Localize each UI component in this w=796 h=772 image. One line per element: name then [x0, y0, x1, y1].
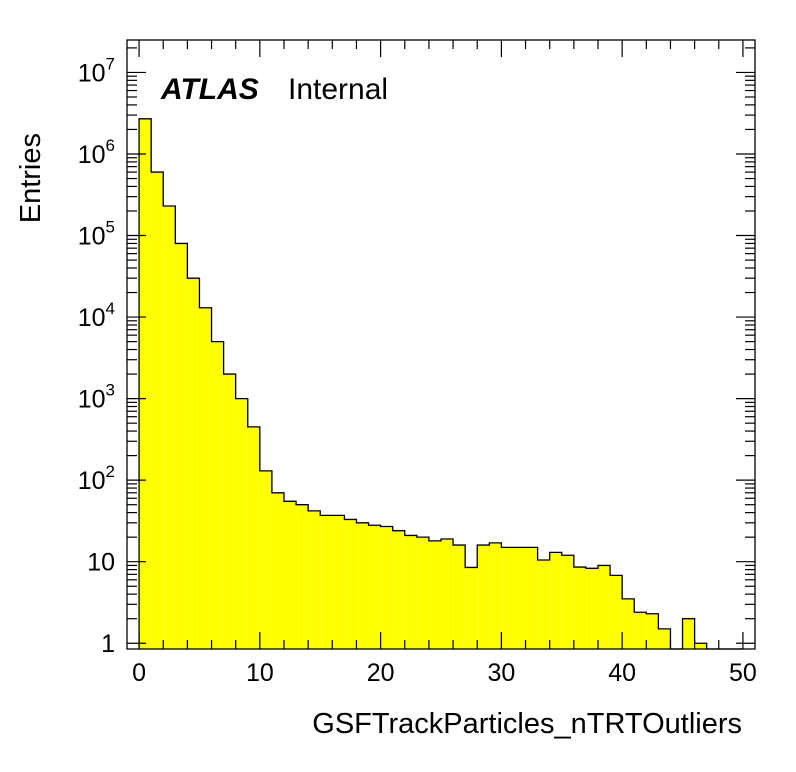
- x-axis-tick-labels: 0 10 20 30 40 50: [132, 659, 757, 687]
- x-axis-title: GSFTrackParticles_nTRTOutliers: [312, 708, 742, 740]
- y-axis-tick-labels: 1 10 102 103 104 105 106 107: [78, 54, 115, 658]
- histogram-bar: [356, 522, 369, 649]
- histogram-bar: [247, 426, 260, 649]
- y-tick-label: 107: [78, 54, 115, 87]
- histogram-bar: [404, 535, 417, 649]
- histogram-bar: [187, 278, 200, 649]
- y-tick-label: 106: [78, 136, 115, 169]
- y-axis-title: Entries: [15, 133, 47, 223]
- histogram-bar: [585, 568, 598, 649]
- histogram-bar: [284, 501, 297, 649]
- y-tick-label: 1: [101, 630, 115, 658]
- y-tick-label: 103: [78, 381, 115, 414]
- histogram-bar: [513, 547, 526, 649]
- histogram-bar: [163, 206, 176, 649]
- histogram-bar: [610, 575, 623, 649]
- histogram-bar: [561, 555, 574, 649]
- histogram-bar: [199, 307, 212, 649]
- histogram-bar: [573, 567, 586, 649]
- y-tick-label: 104: [78, 299, 115, 332]
- histogram-bar: [416, 537, 429, 649]
- histogram-bar: [320, 515, 333, 649]
- x-tick-label: 50: [729, 659, 757, 687]
- x-tick-label: 40: [608, 659, 636, 687]
- histogram-bar: [332, 515, 345, 649]
- histogram-bar: [428, 540, 441, 649]
- histogram-bar: [622, 598, 635, 649]
- x-tick-label: 10: [246, 659, 274, 687]
- histogram-bar: [235, 398, 248, 649]
- x-tick-label: 20: [367, 659, 395, 687]
- x-tick-label: 30: [487, 659, 515, 687]
- histogram-bar: [658, 628, 671, 649]
- histogram-bar: [525, 547, 538, 649]
- histogram-bar: [308, 510, 321, 649]
- atlas-label: ATLAS: [160, 73, 259, 106]
- histogram-outline: [138, 118, 743, 650]
- histogram-bar: [537, 559, 550, 649]
- x-tick-label: 0: [132, 659, 146, 687]
- histogram-bar: [151, 172, 164, 649]
- histogram-fill: [139, 118, 707, 650]
- histogram-bar: [139, 118, 152, 650]
- histogram-bar: [259, 470, 272, 649]
- y-tick-label: 102: [78, 462, 115, 495]
- y-tick-label: 105: [78, 218, 115, 251]
- x-axis-ticks: [138, 40, 744, 649]
- atlas-status-label: Internal: [288, 73, 388, 106]
- histogram-bar: [598, 565, 611, 649]
- histogram-bar: [682, 618, 695, 649]
- histogram-bar: [296, 504, 309, 649]
- histogram-bar: [465, 567, 478, 649]
- histogram-bar: [634, 612, 647, 649]
- histogram-bar: [211, 341, 224, 649]
- histogram-bar: [694, 643, 707, 649]
- histogram-bar: [549, 552, 562, 649]
- y-axis-ticks: [127, 47, 755, 644]
- histogram-bar: [489, 542, 502, 649]
- y-tick-label: 10: [87, 549, 115, 577]
- histogram-bar: [501, 547, 514, 649]
- histogram-bar: [441, 538, 454, 649]
- histogram-bar: [477, 545, 490, 649]
- histogram-bar: [453, 545, 466, 649]
- histogram-bar: [646, 613, 659, 649]
- histogram-bar: [223, 374, 236, 649]
- histogram-bar: [368, 525, 381, 649]
- histogram-bar: [380, 526, 393, 649]
- histogram-bar: [344, 519, 357, 649]
- histogram-bar: [392, 530, 405, 649]
- plot-frame: [126, 39, 756, 650]
- histogram-bar: [175, 243, 188, 650]
- histogram-bar: [271, 492, 284, 649]
